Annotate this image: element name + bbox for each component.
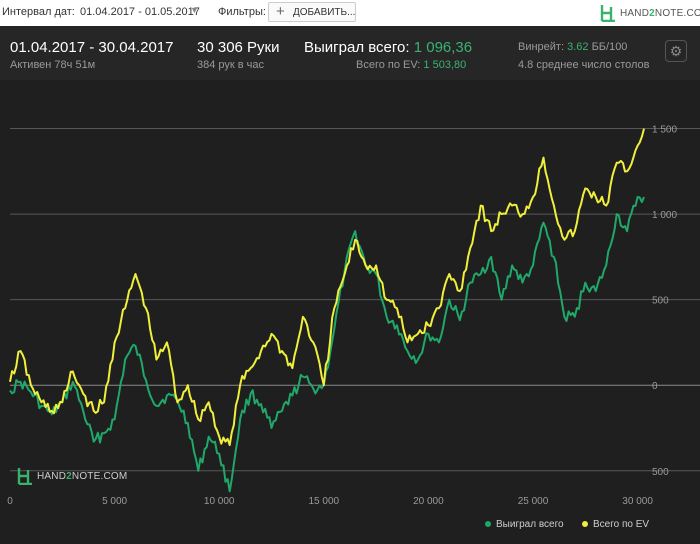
grid-lines	[10, 128, 700, 472]
legend-item-ev[interactable]: Всего по EV	[582, 519, 649, 530]
x-tick-label: 25 000	[518, 496, 549, 507]
won-total-line	[9, 196, 645, 493]
y-axis-ticks: 1 500 1 000 500 0 500	[652, 125, 677, 478]
winrate-value: 3.62	[567, 41, 589, 53]
legend-item-won[interactable]: Выиграл всего	[485, 519, 564, 530]
tables-average-text: 4.8 среднее число столов	[518, 59, 650, 71]
logo-mark-icon	[600, 5, 615, 22]
hands-count-text: 30 306 Руки	[197, 39, 280, 56]
watermark-logo-icon	[17, 468, 32, 486]
filters-label: Фильтры:	[218, 6, 266, 18]
date-interval-label: Интервал дат:	[2, 6, 75, 18]
y-tick-label: 500	[652, 467, 669, 478]
ev-total-label: Всего по EV:	[356, 59, 421, 71]
x-tick-label: 10 000	[204, 496, 235, 507]
gear-icon[interactable]: ⚙	[665, 40, 687, 62]
ev-total-line	[9, 128, 645, 447]
y-tick-label: 1 000	[652, 210, 677, 221]
bankroll-chart: 1 500 1 000 500 0 500 0 5 000 10 000 15 000 20 0…	[7, 125, 700, 507]
won-total-value: 1 096,36	[413, 39, 473, 56]
logo-text-left: HAND	[620, 8, 650, 19]
filters-bar: Интервал дат: 01.04.2017 - 01.05.2017 ▼ …	[0, 0, 700, 26]
x-tick-label: 5 000	[102, 496, 127, 507]
chevron-down-icon[interactable]: ▼	[190, 5, 199, 15]
logo-text-right: NOTE.COM	[654, 8, 700, 19]
legend-ev-dot	[582, 521, 588, 528]
add-filter-label: ДОБАВИТЬ...	[293, 7, 356, 18]
watermark-text-right: NOTE.COM	[71, 471, 128, 482]
summary-header: 01.04.2017 - 30.04.2017 Активен 78ч 51м …	[0, 26, 700, 80]
date-range-input[interactable]: 01.04.2017 - 01.05.2017	[80, 6, 200, 18]
x-axis-ticks: 0 5 000 10 000 15 000 20 000 25 000 30 000	[7, 496, 653, 507]
x-tick-label: 30 000	[622, 496, 653, 507]
legend-won-label: Выиграл всего	[496, 519, 564, 530]
x-tick-label: 20 000	[413, 496, 444, 507]
y-tick-label: 500	[652, 296, 669, 307]
hand2note-watermark: HAND2NOTE.COM	[17, 467, 127, 490]
hands-per-hour-text: 384 рук в час	[197, 59, 265, 71]
watermark-text-left: HAND	[37, 471, 67, 482]
logo-text-mid: 2	[649, 8, 655, 19]
won-total-label: Выиграл всего:	[304, 39, 410, 56]
x-tick-label: 15 000	[309, 496, 340, 507]
period-text: 01.04.2017 - 30.04.2017	[10, 39, 174, 56]
x-tick-label: 0	[7, 496, 13, 507]
active-time-text: Активен 78ч 51м	[10, 59, 96, 71]
ev-total-value: 1 503,80	[423, 59, 467, 71]
winrate-unit: ББ/100	[591, 41, 628, 53]
y-tick-label: 1 500	[652, 125, 677, 136]
winrate-label: Винрейт:	[518, 41, 565, 53]
series-lines	[9, 128, 645, 493]
watermark-text-mid: 2	[66, 471, 72, 482]
plus-icon: +	[276, 3, 285, 20]
y-tick-label: 0	[652, 381, 658, 392]
legend-ev-label: Всего по EV	[593, 519, 650, 530]
add-filter-button[interactable]: + ДОБАВИТЬ...	[268, 2, 356, 22]
legend-won-dot	[485, 521, 491, 528]
